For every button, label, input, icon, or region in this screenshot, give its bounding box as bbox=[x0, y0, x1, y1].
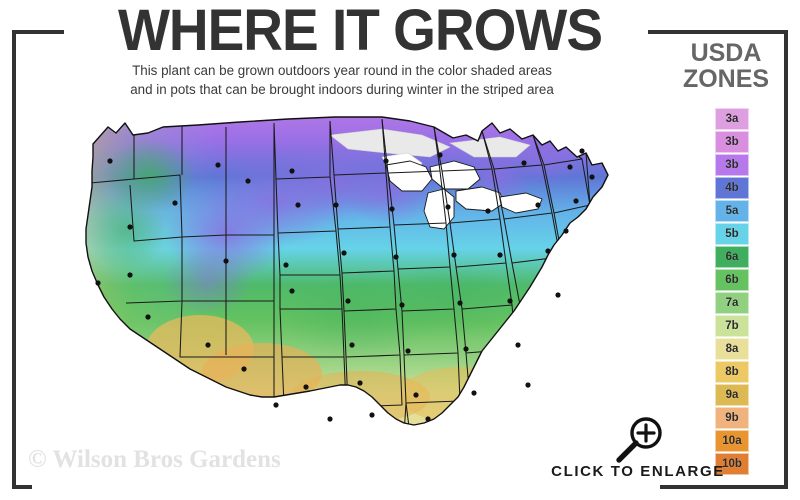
legend-zone-label: 8a bbox=[725, 343, 739, 355]
legend-zone-label: 6a bbox=[725, 251, 739, 263]
legend-zone-label: 7b bbox=[725, 320, 739, 332]
legend-zone-label: 10a bbox=[722, 435, 742, 447]
watermark: © Wilson Bros Gardens bbox=[28, 446, 281, 473]
frame-bottom-right-segment bbox=[660, 485, 788, 489]
legend-zone-label: 9a bbox=[725, 389, 739, 401]
legend-heading-line-2: ZONES bbox=[682, 65, 770, 93]
usa-zone-map-svg bbox=[30, 105, 660, 465]
legend-zone-swatch: 7a bbox=[715, 292, 749, 314]
legend-zone-label: 5b bbox=[725, 228, 739, 240]
legend-zone-swatch: 8a bbox=[715, 338, 749, 360]
frame-top-left-segment bbox=[12, 30, 64, 34]
frame-top-right-segment bbox=[648, 30, 788, 34]
frame-left-segment bbox=[12, 30, 16, 489]
subtitle-line-1: This plant can be grown outdoors year ro… bbox=[132, 63, 552, 78]
legend-zone-swatch: 10a bbox=[715, 430, 749, 452]
legend-zone-label: 6b bbox=[725, 274, 739, 286]
subtitle-line-2: and in pots that can be brought indoors … bbox=[130, 82, 554, 97]
legend-zone-swatch: 7b bbox=[715, 315, 749, 337]
hardiness-zone-map[interactable] bbox=[30, 105, 660, 465]
legend-zone-swatch: 9b bbox=[715, 407, 749, 429]
great-lakes bbox=[385, 160, 543, 230]
legend-zone-swatch: 3b bbox=[715, 131, 749, 153]
legend-heading-line-1: USDA bbox=[690, 39, 762, 67]
legend-zone-label: 7a bbox=[725, 297, 739, 309]
legend-zone-swatch: 3a bbox=[715, 108, 749, 130]
legend-zone-label: 3b bbox=[725, 136, 739, 148]
legend-zone-label: 10b bbox=[722, 458, 742, 470]
city-dots bbox=[95, 148, 595, 422]
legend-zone-swatch: 5a bbox=[715, 200, 749, 222]
page-title: WHERE IT GROWS bbox=[117, 0, 603, 63]
frame-right-segment bbox=[784, 30, 788, 489]
legend-heading: USDA ZONES bbox=[660, 40, 792, 92]
legend-zone-label: 4b bbox=[725, 182, 739, 194]
legend-zone-swatch: 4b bbox=[715, 177, 749, 199]
legend-zone-swatch: 5b bbox=[715, 223, 749, 245]
frame-bottom-left-segment bbox=[12, 485, 32, 489]
legend-zone-label: 3a bbox=[725, 113, 739, 125]
legend-zone-swatch: 10b bbox=[715, 453, 749, 475]
legend-zone-swatch: 3b bbox=[715, 154, 749, 176]
legend-zone-label: 3b bbox=[725, 159, 739, 171]
legend-zone-swatch: 8b bbox=[715, 361, 749, 383]
click-to-enlarge-label[interactable]: CLICK TO ENLARGE bbox=[551, 463, 725, 480]
legend-zone-label: 8b bbox=[725, 366, 739, 378]
magnifier-plus-icon[interactable] bbox=[614, 416, 668, 464]
legend-zone-label: 9b bbox=[725, 412, 739, 424]
legend-zone-swatch: 6b bbox=[715, 269, 749, 291]
legend-zone-list: 3a 3b 3b 4b 5a 5b 6a 6b 7a 7b 8a 8b 9a 9b 10a 10b bbox=[715, 108, 749, 476]
legend-zone-swatch: 6a bbox=[715, 246, 749, 268]
legend-zone-swatch: 9a bbox=[715, 384, 749, 406]
subtitle: This plant can be grown outdoors year ro… bbox=[56, 61, 628, 99]
legend-zone-label: 5a bbox=[725, 205, 739, 217]
usa-coastline bbox=[85, 116, 609, 426]
